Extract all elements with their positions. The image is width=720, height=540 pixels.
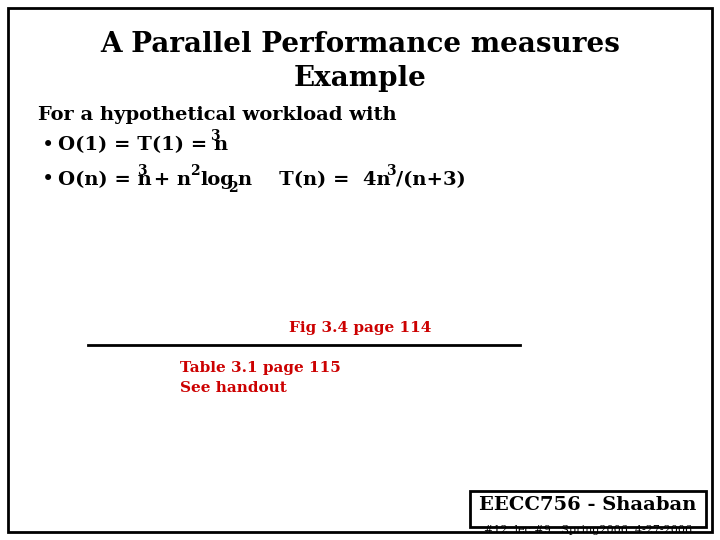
Text: 2: 2 bbox=[228, 181, 238, 195]
Text: Example: Example bbox=[294, 64, 426, 91]
Text: For a hypothetical workload with: For a hypothetical workload with bbox=[38, 106, 397, 124]
Text: EECC756 - Shaaban: EECC756 - Shaaban bbox=[480, 496, 697, 514]
Text: 3: 3 bbox=[137, 164, 147, 178]
Text: A Parallel Performance measures: A Parallel Performance measures bbox=[100, 31, 620, 58]
Text: log: log bbox=[200, 171, 234, 189]
Text: 2: 2 bbox=[190, 164, 199, 178]
Text: •: • bbox=[42, 171, 54, 190]
Text: 3: 3 bbox=[386, 164, 395, 178]
Text: #12  lec #9   Spring2006  4-27-2006: #12 lec #9 Spring2006 4-27-2006 bbox=[484, 525, 692, 535]
Text: Table 3.1 page 115: Table 3.1 page 115 bbox=[180, 361, 341, 375]
FancyBboxPatch shape bbox=[8, 8, 712, 532]
Text: /(n+3): /(n+3) bbox=[396, 171, 466, 189]
Text: Fig 3.4 page 114: Fig 3.4 page 114 bbox=[289, 321, 431, 335]
Text: •: • bbox=[42, 136, 54, 154]
FancyBboxPatch shape bbox=[470, 491, 706, 527]
Text: n    T(n) =  4n: n T(n) = 4n bbox=[238, 171, 391, 189]
Text: 3: 3 bbox=[210, 129, 220, 143]
Text: O(1) = T(1) = n: O(1) = T(1) = n bbox=[58, 136, 228, 154]
Text: See handout: See handout bbox=[180, 381, 287, 395]
Text: O(n) = n: O(n) = n bbox=[58, 171, 152, 189]
Text: + n: + n bbox=[147, 171, 191, 189]
